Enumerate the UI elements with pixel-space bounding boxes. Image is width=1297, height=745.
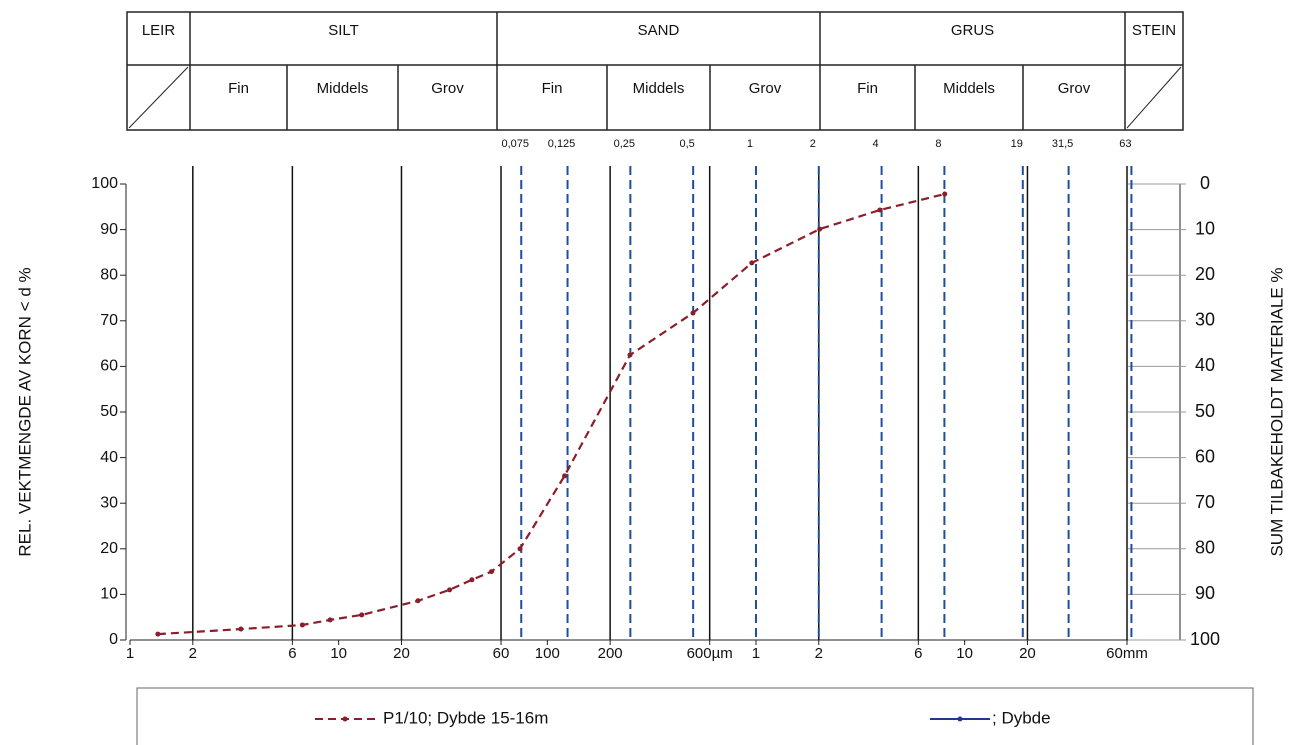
legend-marker	[342, 716, 348, 722]
y-tick-label: 80	[100, 266, 118, 283]
x-tick-label: 60mm	[1106, 645, 1148, 662]
subclass-label: Grov	[749, 80, 782, 97]
y2-tick-label: 100	[1190, 629, 1220, 649]
y2-tick-label: 0	[1200, 173, 1210, 193]
sieve-label: 2	[810, 138, 816, 150]
sieve-label: 0,5	[680, 138, 695, 150]
subclass-label: Grov	[1058, 80, 1091, 97]
data-point	[488, 569, 494, 575]
x-tick-label: 1	[752, 645, 760, 662]
y2-tick-label: 10	[1195, 218, 1215, 238]
y-tick-label: 10	[100, 586, 118, 603]
y2-tick-label: 20	[1195, 264, 1215, 284]
y-tick-label: 100	[91, 175, 118, 192]
x-tick-label: 1	[126, 645, 134, 662]
x-tick-label: 6	[914, 645, 922, 662]
data-point	[817, 226, 823, 232]
data-point	[415, 598, 421, 604]
x-tick-label: 20	[1019, 645, 1036, 662]
y2-tick-label: 60	[1195, 446, 1215, 466]
subclass-label: Fin	[542, 80, 563, 97]
class-label: LEIR	[142, 22, 176, 39]
subclass-label: Middels	[317, 80, 369, 97]
data-point	[447, 587, 453, 593]
x-tick-label: 2	[815, 645, 823, 662]
y-tick-label: 90	[100, 221, 118, 238]
header-diagonal	[128, 66, 189, 129]
y2-axis-label: SUM TILBAKEHOLDT MATERIALE %	[1267, 267, 1286, 556]
sieve-label: 31,5	[1052, 138, 1073, 150]
x-tick-label: 10	[330, 645, 347, 662]
class-label: SAND	[638, 22, 680, 39]
legend-label: P1/10; Dybde 15-16m	[383, 708, 548, 727]
x-tick-label: 200	[598, 645, 623, 662]
data-point	[942, 191, 948, 197]
series-line	[157, 192, 946, 636]
y-tick-label: 50	[100, 403, 118, 420]
x-tick-label: 10	[956, 645, 973, 662]
sieve-label: 19	[1011, 138, 1023, 150]
sieve-label: 8	[935, 138, 941, 150]
x-tick-label: 600µm	[687, 645, 733, 662]
data-point	[469, 577, 475, 583]
header-diagonal	[1126, 66, 1182, 129]
data-point	[749, 260, 755, 266]
y-tick-label: 30	[100, 494, 118, 511]
data-point	[359, 612, 365, 618]
y2-tick-label: 80	[1195, 538, 1215, 558]
y-tick-label: 0	[109, 631, 118, 648]
subclass-label: Grov	[431, 80, 464, 97]
subclass-label: Fin	[857, 80, 878, 97]
subclass-label: Middels	[633, 80, 685, 97]
class-label: STEIN	[1132, 22, 1176, 39]
y-tick-label: 60	[100, 358, 118, 375]
y2-tick-label: 40	[1195, 355, 1215, 375]
y2-tick-label: 50	[1195, 401, 1215, 421]
data-point	[238, 626, 244, 632]
y-tick-label: 70	[100, 312, 118, 329]
sieve-label: 4	[873, 138, 879, 150]
x-tick-label: 60	[493, 645, 510, 662]
x-tick-label: 6	[288, 645, 296, 662]
y-tick-label: 20	[100, 540, 118, 557]
data-point	[690, 310, 696, 316]
data-point	[155, 631, 161, 637]
data-point	[299, 622, 305, 628]
sieve-label: 63	[1119, 138, 1131, 150]
data-point	[517, 546, 523, 552]
y-tick-label: 40	[100, 449, 118, 466]
sieve-label: 0,075	[501, 138, 529, 150]
y-axis-label: REL. VEKTMENGDE AV KORN < d %	[15, 267, 34, 556]
y2-tick-label: 90	[1195, 583, 1215, 603]
subclass-label: Fin	[228, 80, 249, 97]
x-tick-label: 20	[393, 645, 410, 662]
legend-box	[136, 687, 1254, 745]
sieve-label: 1	[747, 138, 753, 150]
data-point	[877, 207, 883, 213]
y2-tick-label: 70	[1195, 492, 1215, 512]
data-point	[562, 473, 568, 479]
x-tick-label: 2	[189, 645, 197, 662]
class-label: SILT	[328, 22, 359, 39]
y2-tick-label: 30	[1195, 310, 1215, 330]
legend-marker	[957, 716, 963, 722]
class-label: GRUS	[951, 22, 994, 39]
x-tick-label: 100	[535, 645, 560, 662]
legend-label: ; Dybde	[992, 708, 1051, 727]
data-point	[627, 352, 633, 358]
header-frame	[126, 11, 1184, 131]
sieve-label: 0,125	[548, 138, 576, 150]
subclass-label: Middels	[943, 80, 995, 97]
data-point	[327, 617, 333, 623]
sieve-label: 0,25	[614, 138, 635, 150]
